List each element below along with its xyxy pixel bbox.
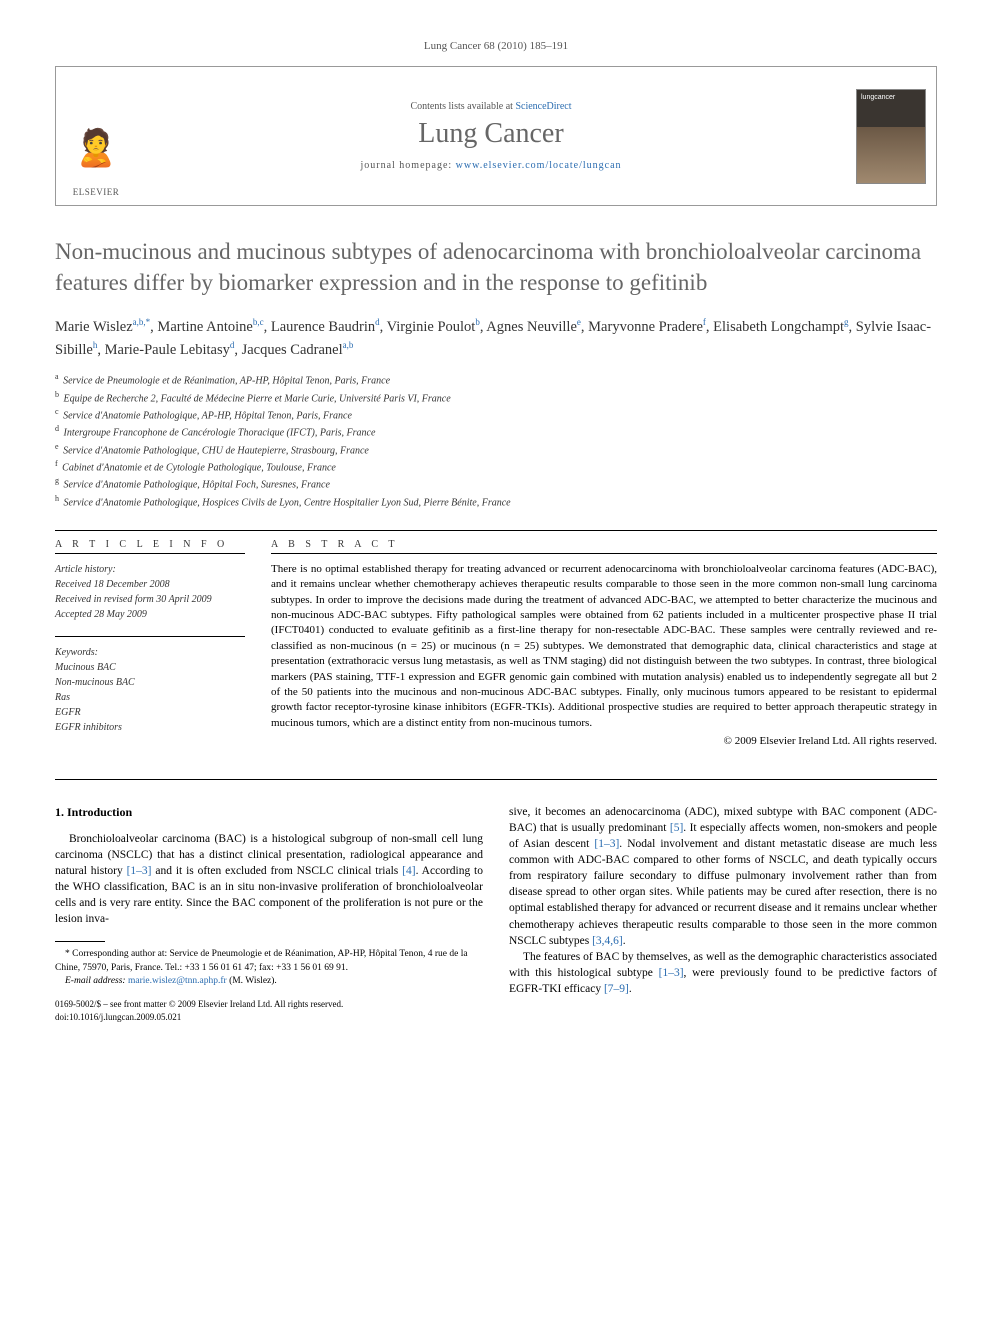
footnote-separator <box>55 941 105 942</box>
history-item: Accepted 28 May 2009 <box>55 607 245 622</box>
affiliation-item: h Service d'Anatomie Pathologique, Hospi… <box>55 493 937 510</box>
homepage-prefix: journal homepage: <box>360 160 455 171</box>
contents-prefix: Contents lists available at <box>410 101 515 112</box>
article-history: Article history: Received 18 December 20… <box>55 562 245 622</box>
publisher-name: ELSEVIER <box>73 187 120 197</box>
affiliation-item: a Service de Pneumologie et de Réanimati… <box>55 371 937 388</box>
email-label: E-mail address: <box>65 976 128 986</box>
section-heading: 1. Introduction <box>55 804 483 821</box>
journal-homepage-link[interactable]: www.elsevier.com/locate/lungcan <box>456 160 622 171</box>
abstract-column: A B S T R A C T There is no optimal esta… <box>271 539 937 749</box>
affiliation-item: e Service d'Anatomie Pathologique, CHU d… <box>55 441 937 458</box>
history-item: Received 18 December 2008 <box>55 577 245 592</box>
article-info-column: A R T I C L E I N F O Article history: R… <box>55 539 245 749</box>
body-paragraph: The features of BAC by themselves, as we… <box>509 949 937 997</box>
divider <box>55 636 245 637</box>
abstract-heading: A B S T R A C T <box>271 539 937 550</box>
affiliation-item: c Service d'Anatomie Pathologique, AP-HP… <box>55 406 937 423</box>
corresponding-author-note: * Corresponding author at: Service de Pn… <box>55 948 483 975</box>
affiliation-item: b Equipe de Recherche 2, Faculté de Méde… <box>55 389 937 406</box>
history-item: Received in revised form 30 April 2009 <box>55 592 245 607</box>
article-info-heading: A R T I C L E I N F O <box>55 539 245 550</box>
keywords-label: Keywords: <box>55 645 245 660</box>
doi-line: doi:10.1016/j.lungcan.2009.05.021 <box>55 1011 483 1024</box>
affiliation-item: d Intergroupe Francophone de Cancérologi… <box>55 423 937 440</box>
article-title: Non-mucinous and mucinous subtypes of ad… <box>55 236 937 298</box>
info-abstract-row: A R T I C L E I N F O Article history: R… <box>55 539 937 749</box>
abstract-copyright: © 2009 Elsevier Ireland Ltd. All rights … <box>271 735 937 747</box>
running-citation: Lung Cancer 68 (2010) 185–191 <box>55 40 937 52</box>
journal-cover-block <box>846 67 936 205</box>
divider <box>55 553 245 554</box>
affiliations-list: a Service de Pneumologie et de Réanimati… <box>55 371 937 510</box>
email-line: E-mail address: marie.wislez@tnn.aphp.fr… <box>55 975 483 988</box>
divider <box>55 779 937 780</box>
affiliation-item: f Cabinet d'Anatomie et de Cytologie Pat… <box>55 458 937 475</box>
body-paragraph: sive, it becomes an adenocarcinoma (ADC)… <box>509 804 937 949</box>
history-label: Article history: <box>55 562 245 577</box>
journal-header: 🙎 ELSEVIER Contents lists available at S… <box>55 66 937 206</box>
keywords-block: Keywords: Mucinous BAC Non-mucinous BAC … <box>55 645 245 735</box>
doi-block: 0169-5002/$ – see front matter © 2009 El… <box>55 998 483 1023</box>
email-person: (M. Wislez). <box>227 976 277 986</box>
journal-homepage-line: journal homepage: www.elsevier.com/locat… <box>360 160 621 171</box>
contents-list-line: Contents lists available at ScienceDirec… <box>410 101 571 112</box>
journal-name: Lung Cancer <box>418 118 563 150</box>
keyword: Mucinous BAC <box>55 660 245 675</box>
abstract-text: There is no optimal established therapy … <box>271 562 937 731</box>
footnotes: * Corresponding author at: Service de Pn… <box>55 948 483 988</box>
divider <box>55 530 937 531</box>
elsevier-tree-icon: 🙎 <box>69 130 124 185</box>
author-list: Marie Wisleza,b,*, Martine Antoineb,c, L… <box>55 316 937 361</box>
affiliation-item: g Service d'Anatomie Pathologique, Hôpit… <box>55 475 937 492</box>
journal-cover-thumbnail <box>856 89 926 184</box>
sciencedirect-link[interactable]: ScienceDirect <box>515 101 571 112</box>
publisher-logo-block: 🙎 ELSEVIER <box>56 67 136 205</box>
keyword: Ras <box>55 690 245 705</box>
journal-header-center: Contents lists available at ScienceDirec… <box>136 67 846 205</box>
body-paragraph: Bronchioloalveolar carcinoma (BAC) is a … <box>55 831 483 928</box>
front-matter-line: 0169-5002/$ – see front matter © 2009 El… <box>55 998 483 1011</box>
keyword: EGFR <box>55 705 245 720</box>
keyword: EGFR inhibitors <box>55 720 245 735</box>
author-email-link[interactable]: marie.wislez@tnn.aphp.fr <box>128 976 227 986</box>
divider <box>271 553 937 554</box>
keyword: Non-mucinous BAC <box>55 675 245 690</box>
body-two-column: 1. Introduction Bronchioloalveolar carci… <box>55 804 937 1023</box>
